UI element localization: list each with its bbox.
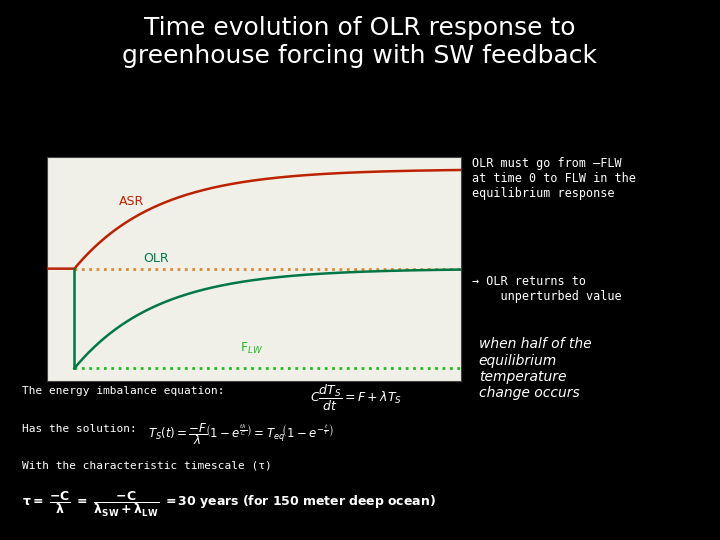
Text: ASR: ASR [119,195,144,208]
Text: → OLR returns to
    unperturbed value: → OLR returns to unperturbed value [472,275,621,303]
Title: Cannonical response to greenhouse forcing: Cannonical response to greenhouse forcin… [156,147,352,156]
Text: F$_{LW}$: F$_{LW}$ [240,341,263,356]
Text: Time evolution of OLR response to
greenhouse forcing with SW feedback: Time evolution of OLR response to greenh… [122,16,598,68]
Text: $\bf{\tau=}$ $\bf{\dfrac{-C}{\lambda}}$ $\bf{=}$ $\bf{\dfrac{-C}{\lambda_{SW}+\l: $\bf{\tau=}$ $\bf{\dfrac{-C}{\lambda}}$ … [22,490,436,519]
Text: $T_S(t) = \dfrac{-F}{\lambda}\!\left(1 - e^{\frac{t\lambda}{C}}\right) = T_{eq}\: $T_S(t) = \dfrac{-F}{\lambda}\!\left(1 -… [148,421,333,447]
X-axis label: Years: Years [240,401,268,411]
Y-axis label: Global mean TOA radiative anomaly (W m$^{-2}$): Global mean TOA radiative anomaly (W m$^… [6,182,21,355]
Text: when half of the
equilibrium
temperature
change occurs: when half of the equilibrium temperature… [479,338,591,400]
Text: OLR: OLR [143,252,169,266]
Text: Has the solution:: Has the solution: [22,424,136,434]
Text: With the characteristic timescale (τ): With the characteristic timescale (τ) [22,461,271,471]
Text: The energy imbalance equation:: The energy imbalance equation: [22,386,224,396]
Text: OLR must go from –FLW
at time 0 to FLW in the
equilibrium response: OLR must go from –FLW at time 0 to FLW i… [472,157,636,200]
Text: $C\dfrac{dT_S}{dt} = F + \lambda T_S$: $C\dfrac{dT_S}{dt} = F + \lambda T_S$ [310,383,402,414]
